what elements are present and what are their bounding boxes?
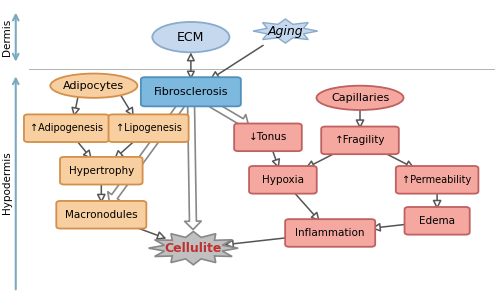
Text: Hypodermis: Hypodermis [2,152,12,214]
FancyBboxPatch shape [396,166,478,194]
Text: Hypertrophy: Hypertrophy [68,166,134,176]
FancyBboxPatch shape [404,207,469,235]
Text: Cellulite: Cellulite [164,242,222,255]
Text: ↓Tonus: ↓Tonus [249,132,287,142]
Text: Macronodules: Macronodules [65,210,138,220]
Polygon shape [253,19,318,43]
FancyBboxPatch shape [108,114,188,142]
Text: Inflammation: Inflammation [296,228,365,238]
FancyBboxPatch shape [234,124,302,151]
Text: Adipocytes: Adipocytes [64,81,124,91]
FancyBboxPatch shape [141,77,241,106]
FancyBboxPatch shape [249,166,316,194]
Ellipse shape [316,86,404,110]
Ellipse shape [152,22,230,52]
Text: Capillaries: Capillaries [331,93,389,103]
Text: Dermis: Dermis [2,19,12,56]
Text: ↑Fragility: ↑Fragility [335,135,386,145]
Ellipse shape [50,74,138,98]
Text: ↑Adipogenesis: ↑Adipogenesis [30,123,103,133]
Text: ↑Lipogenesis: ↑Lipogenesis [116,123,182,133]
Text: ↑Permeability: ↑Permeability [402,175,471,185]
FancyBboxPatch shape [24,114,109,142]
Text: Hypoxia: Hypoxia [262,175,304,185]
FancyBboxPatch shape [285,219,375,247]
FancyBboxPatch shape [321,127,399,154]
Text: Edema: Edema [419,216,455,226]
Text: Fibrosclerosis: Fibrosclerosis [154,87,228,97]
FancyBboxPatch shape [56,201,146,228]
FancyBboxPatch shape [60,157,142,185]
Text: ECM: ECM [177,30,204,44]
Polygon shape [148,231,238,265]
Text: Aging: Aging [268,25,303,38]
